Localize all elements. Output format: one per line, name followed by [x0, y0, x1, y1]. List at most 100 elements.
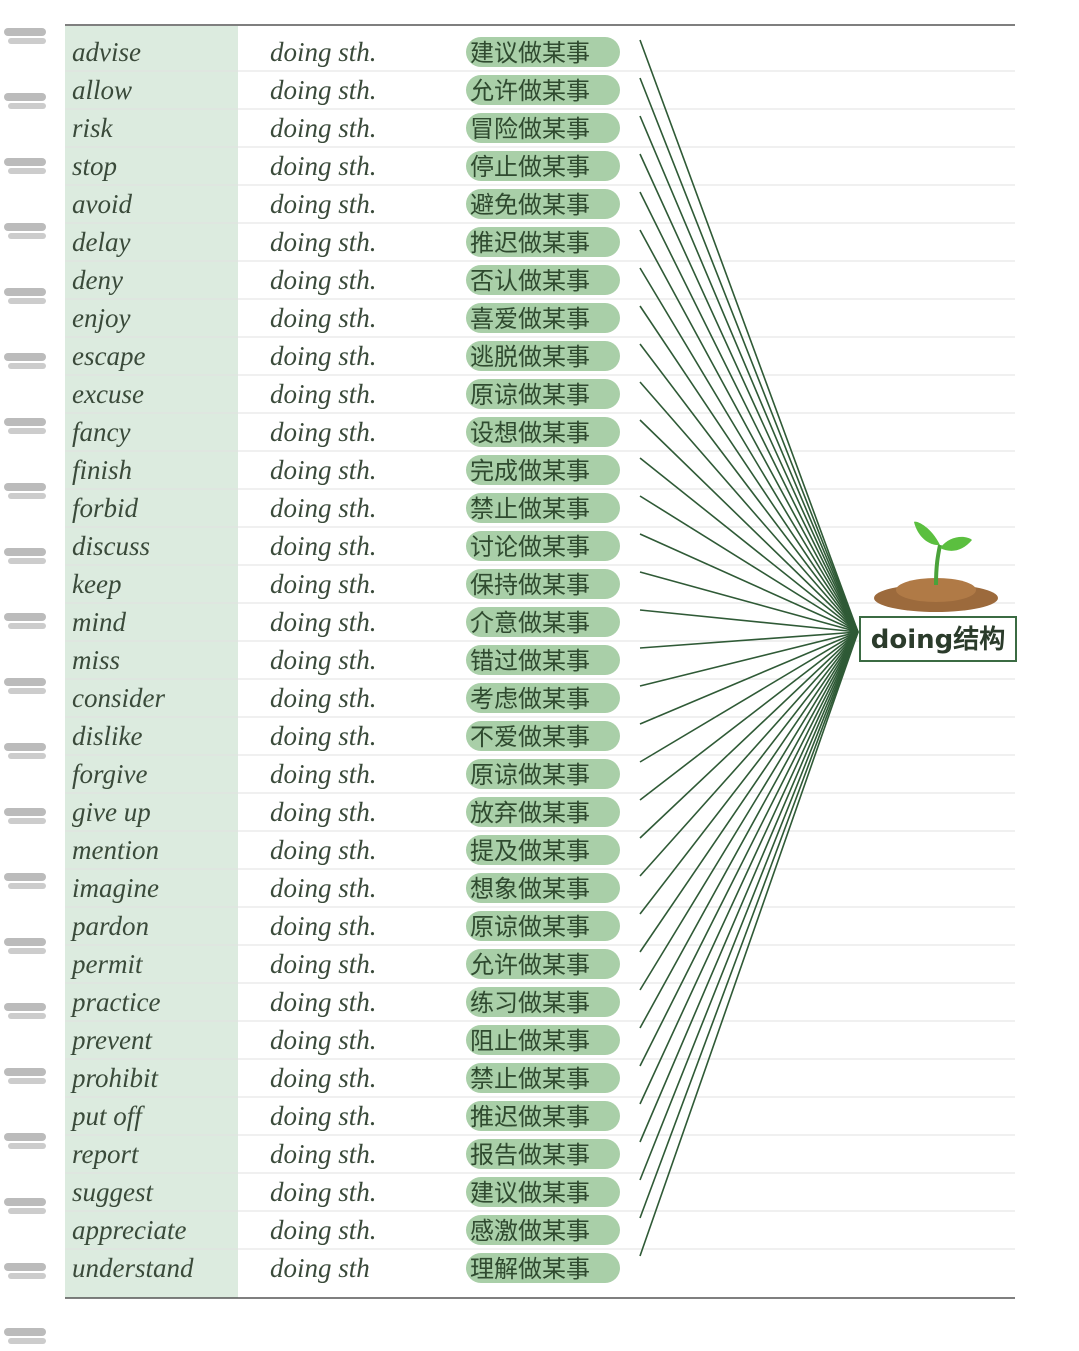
- connector: [639, 39, 859, 633]
- connector: [639, 631, 859, 877]
- pattern: doing sth.: [270, 37, 377, 67]
- meaning-highlight: [466, 265, 620, 295]
- spiral-ring: [4, 938, 46, 946]
- pattern: doing sth.: [270, 493, 377, 523]
- meaning: 建议做某事: [470, 1179, 590, 1207]
- meaning-highlight: [466, 569, 620, 599]
- meaning-highlight: [466, 1139, 620, 1169]
- connector: [639, 631, 859, 1105]
- spiral-ring: [8, 38, 46, 44]
- spiral-ring: [8, 428, 46, 434]
- meaning-highlight: [466, 835, 620, 865]
- meaning-highlight: [466, 759, 620, 789]
- connector: [639, 115, 859, 633]
- verb: discuss: [72, 531, 150, 561]
- meaning: 允许做某事: [470, 951, 590, 979]
- meaning: 逃脱做某事: [470, 343, 590, 371]
- pattern: doing sth.: [270, 531, 377, 561]
- meaning: 禁止做某事: [470, 1065, 590, 1093]
- meaning-highlight: [466, 303, 620, 333]
- spiral-ring: [4, 483, 46, 491]
- connector: [639, 631, 859, 1029]
- spiral-ring: [8, 1143, 46, 1149]
- verb: miss: [72, 645, 120, 675]
- spiral-ring: [4, 1328, 46, 1336]
- spiral-ring: [8, 818, 46, 824]
- spiral-ring: [4, 1263, 46, 1271]
- meaning: 喜爱做某事: [470, 305, 590, 333]
- pattern: doing sth.: [270, 455, 377, 485]
- spiral-ring: [4, 1133, 46, 1141]
- spiral-ring: [4, 548, 46, 556]
- pattern: doing sth.: [270, 1215, 377, 1245]
- meaning-highlight: [466, 1253, 620, 1283]
- meaning: 理解做某事: [470, 1255, 590, 1283]
- connector: [639, 267, 859, 633]
- meaning-highlight: [466, 417, 620, 447]
- connector: [639, 571, 859, 633]
- spiral-ring: [8, 1078, 46, 1084]
- pattern: doing sth.: [270, 683, 377, 713]
- meaning: 错过做某事: [470, 647, 590, 675]
- connector: [639, 77, 859, 633]
- meaning: 禁止做某事: [470, 495, 590, 523]
- connector: [639, 631, 859, 801]
- pattern: doing sth.: [270, 379, 377, 409]
- meaning: 感激做某事: [470, 1217, 590, 1245]
- verb: deny: [72, 265, 123, 295]
- verb: put off: [70, 1101, 145, 1131]
- hub-label: doing结构: [871, 625, 1006, 655]
- meaning: 放弃做某事: [470, 799, 590, 827]
- meaning-highlight: [466, 189, 620, 219]
- meaning: 冒险做某事: [470, 115, 590, 143]
- connector: [639, 229, 859, 633]
- connector: [639, 457, 859, 633]
- spiral-ring: [4, 1198, 46, 1206]
- meaning: 原谅做某事: [470, 381, 590, 409]
- pattern: doing sth.: [270, 987, 377, 1017]
- meaning: 原谅做某事: [470, 761, 590, 789]
- pattern: doing sth.: [270, 873, 377, 903]
- pattern: doing sth.: [270, 835, 377, 865]
- connector: [639, 631, 859, 1181]
- spiral-ring: [8, 493, 46, 499]
- meaning: 阻止做某事: [470, 1027, 590, 1055]
- spiral-ring: [8, 883, 46, 889]
- pattern: doing sth.: [270, 417, 377, 447]
- meaning: 保持做某事: [470, 571, 590, 599]
- meaning-highlight: [466, 227, 620, 257]
- pattern: doing sth.: [270, 341, 377, 371]
- pattern: doing sth.: [270, 1177, 377, 1207]
- connector: [639, 495, 859, 633]
- meaning-highlight: [466, 1177, 620, 1207]
- connector: [639, 631, 859, 725]
- meaning-highlight: [466, 1025, 620, 1055]
- verb: pardon: [70, 911, 149, 941]
- verb: practice: [70, 987, 160, 1017]
- meaning: 介意做某事: [470, 609, 590, 637]
- verb: keep: [72, 569, 121, 599]
- spiral-ring: [4, 808, 46, 816]
- meaning-highlight: [466, 113, 620, 143]
- pattern: doing sth.: [270, 189, 377, 219]
- meaning-highlight: [466, 493, 620, 523]
- spiral-ring: [8, 103, 46, 109]
- verb: forbid: [72, 493, 139, 523]
- spiral-ring: [4, 418, 46, 426]
- connector: [639, 631, 859, 1257]
- verb: imagine: [72, 873, 159, 903]
- spiral-ring: [8, 1338, 46, 1344]
- connector: [639, 631, 859, 1219]
- connector: [639, 305, 859, 633]
- verb: forgive: [72, 759, 147, 789]
- spiral-ring: [8, 1013, 46, 1019]
- connector: [639, 153, 859, 633]
- connector: [639, 419, 859, 633]
- spiral-ring: [8, 688, 46, 694]
- connector: [639, 631, 859, 763]
- meaning-highlight: [466, 531, 620, 561]
- verb: suggest: [72, 1177, 154, 1207]
- meaning: 设想做某事: [470, 419, 590, 447]
- pattern: doing sth.: [270, 645, 377, 675]
